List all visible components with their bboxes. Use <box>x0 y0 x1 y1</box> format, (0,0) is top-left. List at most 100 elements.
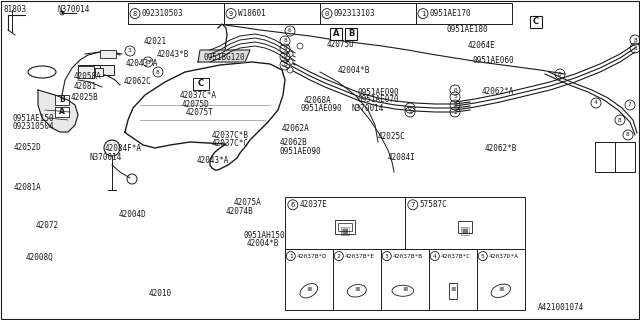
Text: 0951AE180: 0951AE180 <box>447 25 488 34</box>
Text: 8: 8 <box>633 37 637 43</box>
Text: 4: 4 <box>594 100 598 106</box>
Text: 42062B: 42062B <box>280 138 307 147</box>
Text: C: C <box>198 79 204 89</box>
Bar <box>55 107 69 117</box>
Text: 092310504: 092310504 <box>13 122 54 131</box>
Text: 42081: 42081 <box>74 82 97 91</box>
Text: 42084F*A: 42084F*A <box>104 144 141 153</box>
Text: 42037B*E: 42037B*E <box>345 253 375 259</box>
Text: ▪: ▪ <box>402 283 408 292</box>
Text: 42037E: 42037E <box>300 200 328 209</box>
Text: 42004*B: 42004*B <box>338 66 371 75</box>
Text: 42075A: 42075A <box>234 198 261 207</box>
Text: 3: 3 <box>128 49 132 53</box>
Text: 42010: 42010 <box>149 289 172 298</box>
Polygon shape <box>125 62 285 170</box>
Text: 092313103: 092313103 <box>334 9 376 18</box>
Text: 42037B*B: 42037B*B <box>393 253 423 259</box>
Text: B: B <box>348 29 354 38</box>
Text: 4: 4 <box>433 253 436 259</box>
Bar <box>530 16 542 28</box>
Text: 42043*A: 42043*A <box>197 156 230 165</box>
Text: ▪: ▪ <box>354 283 360 292</box>
Text: 42037C*A: 42037C*A <box>179 92 216 100</box>
Bar <box>193 78 209 90</box>
Bar <box>78 66 94 78</box>
Text: 42075U: 42075U <box>326 40 354 49</box>
Text: 0: 0 <box>408 106 412 110</box>
Text: 9: 9 <box>453 102 457 108</box>
Bar <box>449 283 457 299</box>
Text: A: A <box>333 29 339 38</box>
Text: 42052D: 42052D <box>14 143 42 152</box>
Text: 42021: 42021 <box>144 37 167 46</box>
Text: 7: 7 <box>628 102 632 108</box>
Circle shape <box>287 67 293 73</box>
Text: 9: 9 <box>229 11 233 17</box>
Bar <box>458 221 472 233</box>
Text: 2: 2 <box>453 109 457 115</box>
Text: 0951AE170: 0951AE170 <box>430 9 472 18</box>
Text: 1: 1 <box>408 109 412 115</box>
Bar <box>285 197 525 310</box>
Text: 42037D*A: 42037D*A <box>489 253 519 259</box>
Bar <box>100 65 114 75</box>
Text: 42074B: 42074B <box>225 207 253 216</box>
Text: 2: 2 <box>337 253 340 259</box>
Text: 42037C*C: 42037C*C <box>211 140 248 148</box>
Text: ▪: ▪ <box>450 283 456 292</box>
Text: 42008Q: 42008Q <box>26 253 53 262</box>
Text: N370014: N370014 <box>352 104 385 113</box>
Text: 5: 5 <box>146 60 150 65</box>
Text: 42064E: 42064E <box>467 41 495 50</box>
Bar <box>78 65 100 75</box>
Text: ▪: ▪ <box>498 283 504 292</box>
Text: 9: 9 <box>283 54 287 60</box>
Text: W18601: W18601 <box>238 9 266 18</box>
Text: ▣: ▣ <box>340 226 350 236</box>
Text: 42058A: 42058A <box>74 72 101 81</box>
Text: 9: 9 <box>283 46 287 52</box>
Text: 42084I: 42084I <box>387 153 415 162</box>
Text: 42062A: 42062A <box>282 124 309 133</box>
Circle shape <box>287 59 293 65</box>
Text: 5: 5 <box>453 94 457 100</box>
Text: 8: 8 <box>633 45 637 51</box>
Text: ▪: ▪ <box>306 283 312 292</box>
Text: 42004D: 42004D <box>118 210 146 219</box>
Text: 0951AE060: 0951AE060 <box>472 56 514 65</box>
Text: 8: 8 <box>283 38 287 44</box>
Text: 81803: 81803 <box>3 5 26 14</box>
Bar <box>335 220 355 234</box>
Text: 42075D: 42075D <box>182 100 209 109</box>
Text: 8: 8 <box>133 11 137 17</box>
Bar <box>595 142 635 172</box>
Text: 42025B: 42025B <box>70 93 98 102</box>
Text: N370014: N370014 <box>58 5 90 14</box>
Text: 42072: 42072 <box>35 221 58 230</box>
Polygon shape <box>198 50 250 62</box>
Text: 42004*B: 42004*B <box>246 239 279 248</box>
Text: 42081A: 42081A <box>14 183 42 192</box>
Text: 6: 6 <box>288 28 292 34</box>
Text: 1: 1 <box>421 11 425 17</box>
Text: 42037B*D: 42037B*D <box>297 253 327 259</box>
Text: 0: 0 <box>325 11 329 17</box>
Text: 42075T: 42075T <box>186 108 213 117</box>
Text: 42043*A: 42043*A <box>126 60 159 68</box>
Text: •: • <box>60 9 65 18</box>
Text: 42062*B: 42062*B <box>484 144 517 153</box>
Circle shape <box>297 43 303 49</box>
Circle shape <box>287 51 293 57</box>
Text: A: A <box>59 108 65 116</box>
Text: 7: 7 <box>411 202 415 208</box>
Text: 42043*B: 42043*B <box>157 50 189 59</box>
Text: 8: 8 <box>626 132 630 138</box>
Bar <box>338 223 352 231</box>
Text: 0: 0 <box>453 87 457 92</box>
Text: 0951AE150: 0951AE150 <box>13 114 54 123</box>
Text: N370014: N370014 <box>90 153 122 162</box>
Text: C: C <box>533 18 539 27</box>
Text: 0951BG120: 0951BG120 <box>204 53 245 62</box>
Text: 0951AH150: 0951AH150 <box>243 231 285 240</box>
